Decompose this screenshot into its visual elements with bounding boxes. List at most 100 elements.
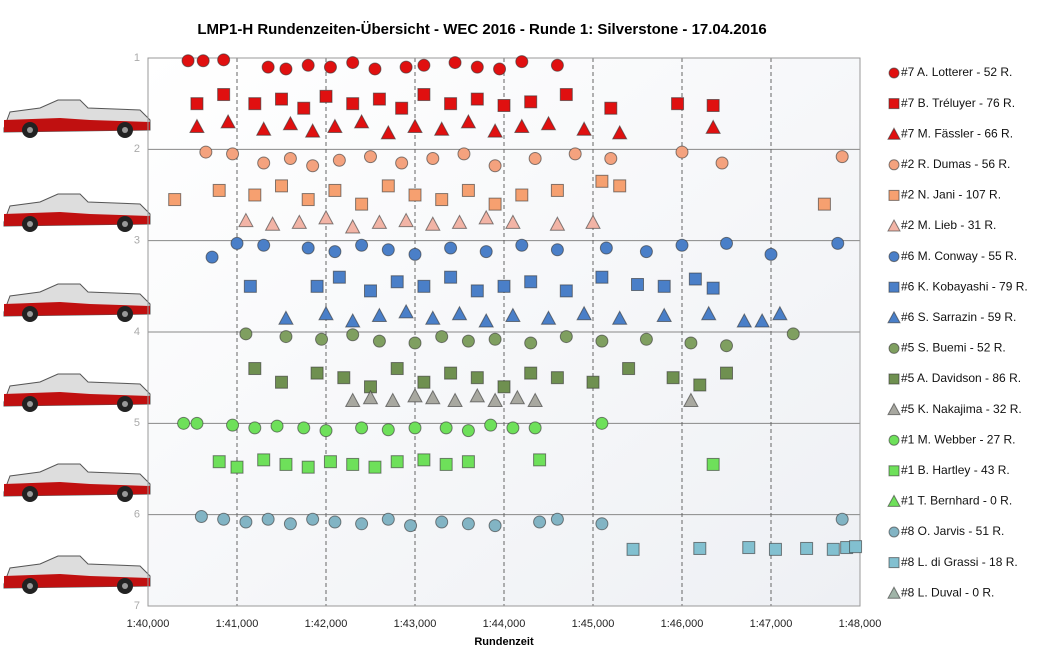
point	[318, 305, 334, 321]
legend-marker	[888, 373, 900, 385]
point	[328, 515, 342, 529]
point	[515, 55, 529, 69]
series	[194, 509, 849, 533]
point	[435, 193, 449, 207]
point	[168, 193, 182, 207]
legend-label: #1 B. Hartley - 43 R.	[901, 463, 1010, 477]
legend-label: #2 N. Jani - 107 R.	[901, 188, 1001, 202]
point	[705, 119, 721, 134]
point	[190, 416, 204, 430]
point	[706, 281, 720, 295]
legend-marker	[887, 310, 901, 324]
point	[550, 58, 564, 72]
legend-marker	[887, 127, 901, 140]
series	[168, 174, 831, 211]
point	[461, 517, 475, 531]
point	[559, 330, 573, 344]
point	[408, 247, 422, 261]
point	[424, 216, 441, 231]
point	[754, 312, 770, 328]
point	[469, 387, 486, 403]
legend-label: #1 M. Webber - 27 R.	[901, 432, 1016, 446]
point	[424, 310, 441, 325]
point	[435, 515, 449, 529]
point	[515, 188, 529, 202]
point	[666, 371, 680, 385]
point	[768, 542, 782, 556]
legend-marker	[888, 557, 900, 569]
point	[611, 310, 628, 325]
point	[700, 305, 717, 321]
point	[515, 238, 529, 252]
point	[505, 214, 521, 229]
point	[559, 284, 573, 298]
point	[384, 392, 401, 407]
point	[398, 212, 414, 228]
point	[817, 197, 831, 211]
point	[217, 512, 231, 526]
point	[448, 56, 462, 70]
plot-border	[147, 57, 861, 607]
point	[675, 145, 689, 159]
point	[315, 332, 329, 346]
point	[238, 212, 254, 228]
point	[444, 97, 458, 111]
point	[688, 272, 702, 286]
point	[301, 241, 315, 255]
point	[439, 457, 453, 471]
point	[327, 118, 343, 133]
point	[461, 424, 475, 438]
point	[355, 517, 369, 531]
point	[595, 517, 609, 531]
point	[337, 371, 351, 385]
point	[484, 418, 498, 432]
point	[239, 327, 253, 341]
point	[346, 97, 360, 111]
point	[408, 421, 422, 435]
point	[488, 159, 502, 173]
point	[282, 115, 299, 131]
point	[328, 183, 342, 197]
point	[346, 457, 360, 471]
point	[693, 541, 707, 555]
point	[613, 179, 627, 193]
point	[417, 375, 431, 389]
series	[344, 387, 699, 407]
point	[283, 151, 297, 165]
point	[355, 197, 369, 211]
point	[399, 60, 413, 74]
point	[319, 89, 333, 103]
legend-marker	[888, 465, 900, 477]
series	[238, 209, 601, 234]
point	[457, 147, 471, 161]
point	[248, 97, 262, 111]
x-tick-label: 1:40,000	[127, 618, 170, 630]
point	[444, 366, 458, 380]
point	[460, 113, 477, 129]
point	[550, 371, 564, 385]
point	[461, 334, 475, 348]
series	[239, 327, 800, 353]
point	[683, 392, 699, 407]
point	[626, 542, 640, 556]
point	[364, 284, 377, 298]
point	[595, 334, 609, 348]
legend-marker	[888, 67, 900, 79]
point	[243, 279, 257, 293]
point	[190, 97, 204, 111]
point	[226, 418, 240, 432]
point	[344, 218, 361, 234]
point	[487, 123, 503, 138]
y-tick-label: 4	[134, 326, 140, 338]
point	[181, 54, 195, 68]
legend-marker	[888, 159, 900, 171]
legend-marker	[888, 434, 900, 446]
series	[177, 416, 609, 438]
point	[368, 62, 382, 76]
point	[230, 460, 244, 474]
point	[390, 362, 404, 376]
x-axis-label: Rundenzeit	[474, 636, 534, 648]
point	[528, 421, 542, 435]
point	[451, 214, 468, 229]
point	[301, 58, 315, 72]
